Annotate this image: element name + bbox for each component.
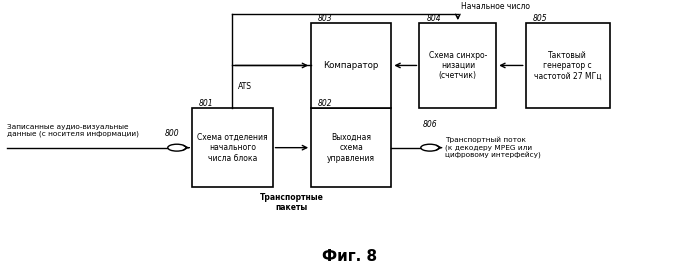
Text: Компаратор: Компаратор [324,61,379,70]
Bar [311,23,391,108]
Bar [192,108,273,187]
Text: 802: 802 [318,99,333,108]
Text: Тактовый
генератор с
частотой 27 МГц: Тактовый генератор с частотой 27 МГц [534,50,601,80]
Circle shape [421,144,439,151]
Circle shape [168,144,186,151]
Text: Транспортный поток
(к декодеру MPEG или
цифровому интерфейсу): Транспортный поток (к декодеру MPEG или … [445,137,540,159]
Bar [311,108,391,187]
Text: 803: 803 [318,14,333,23]
Text: Схема отделения
начального
числа блока: Схема отделения начального числа блока [197,133,268,163]
Bar [419,23,496,108]
Bar [526,23,610,108]
Text: 806: 806 [423,120,438,129]
Text: Выходная
схема
управления: Выходная схема управления [327,133,375,163]
Text: ATS: ATS [238,82,252,91]
Text: Фиг. 8: Фиг. 8 [322,249,377,264]
Text: Транспортные
пакеты: Транспортные пакеты [260,193,324,212]
Text: Схема синхро-
низации
(счетчик): Схема синхро- низации (счетчик) [428,50,487,80]
Text: Начальное число: Начальное число [461,2,531,11]
Text: Записанные аудио-визуальные
данные (с носителя информации): Записанные аудио-визуальные данные (с но… [7,124,139,137]
Text: 800: 800 [164,129,179,138]
Text: 801: 801 [199,99,214,108]
Text: 805: 805 [533,14,547,23]
Text: 804: 804 [426,14,441,23]
